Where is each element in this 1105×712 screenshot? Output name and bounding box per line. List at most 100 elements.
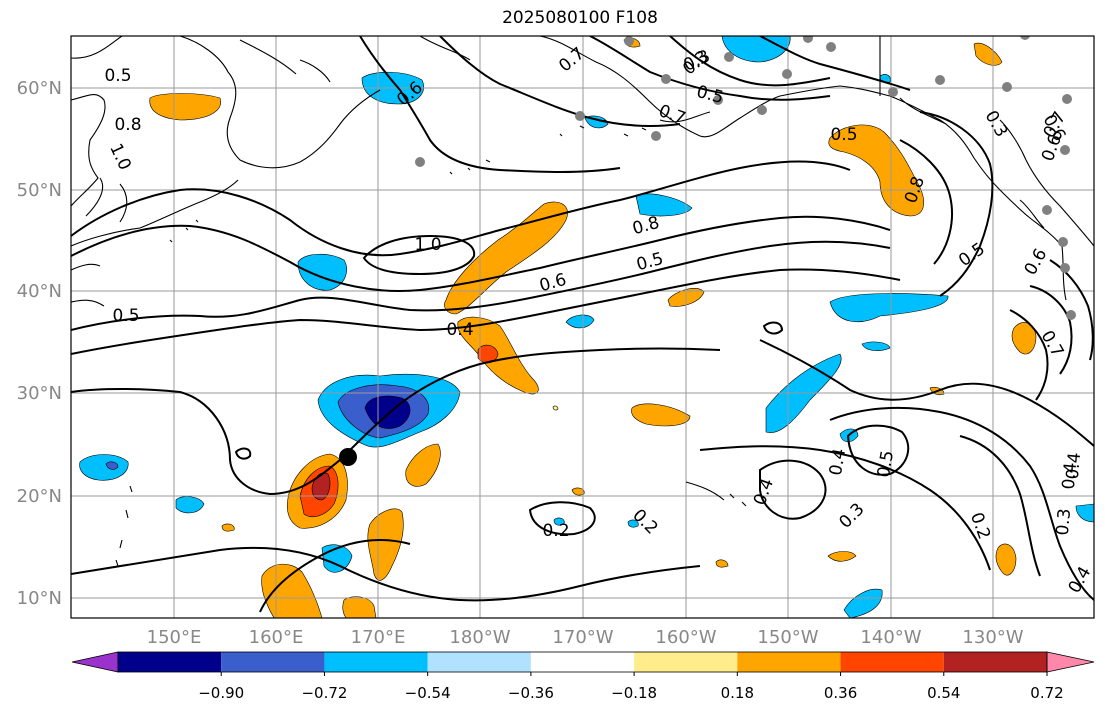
contour-label: 0.3 bbox=[835, 499, 868, 532]
pos-anomaly-16n bbox=[827, 551, 857, 562]
contour-label: 0.8 bbox=[630, 213, 661, 239]
contour-label: 0.5 bbox=[955, 239, 989, 271]
pos-anomaly-small-e bbox=[552, 405, 559, 411]
pos-anomaly-band-45n bbox=[444, 201, 568, 315]
contour-label: 0.5 bbox=[874, 449, 898, 479]
colorbar-segment bbox=[840, 652, 944, 672]
storm-center-marker bbox=[339, 448, 357, 466]
neg-anomaly-small-1 bbox=[627, 519, 639, 528]
latitude-label: 10°N bbox=[17, 588, 62, 609]
pos-anomaly-small-f bbox=[715, 559, 729, 568]
pos-anomaly-southwest-b bbox=[342, 596, 377, 618]
longitude-label: 130°W bbox=[962, 627, 1023, 648]
latitude-labels: 60°N 50°N 40°N 30°N 20°N 10°N bbox=[17, 78, 62, 609]
asia-coast bbox=[71, 36, 471, 307]
colorbar-segment bbox=[943, 652, 1047, 672]
contour-label: 0.2 bbox=[966, 510, 994, 542]
contour-label: 0.7 bbox=[555, 44, 589, 77]
colorbar-tick-label: 0.54 bbox=[927, 684, 960, 702]
contour-label: 0.7 bbox=[1037, 327, 1068, 360]
colorbar-extend-high bbox=[1046, 651, 1095, 673]
map-title: 2025080100 F108 bbox=[502, 8, 658, 28]
map-frame bbox=[70, 35, 1095, 619]
colorbar-segment bbox=[324, 652, 428, 672]
contour-label: 0.4 bbox=[1059, 462, 1081, 491]
longitude-label: 140°W bbox=[860, 627, 921, 648]
contour-label: 0.5 bbox=[694, 82, 725, 108]
contour-label: 0.4 bbox=[1063, 452, 1085, 481]
longitude-label: 150°W bbox=[757, 627, 818, 648]
longitude-label: 160°W bbox=[655, 627, 716, 648]
colorbar-tick-label: −0.36 bbox=[508, 684, 554, 702]
pos-anomaly-small-a bbox=[571, 487, 585, 496]
colorbar-tick-label: −0.90 bbox=[198, 684, 244, 702]
longitude-label: 180°W bbox=[449, 627, 510, 648]
contour-label: 0.3 bbox=[981, 107, 1012, 140]
latitude-label: 60°N bbox=[17, 78, 62, 99]
contour-label: 0.4 bbox=[446, 320, 473, 340]
latitude-label: 40°N bbox=[17, 281, 62, 302]
neg-anomaly-west-22n-core bbox=[105, 461, 119, 470]
neg-anomaly-36n bbox=[565, 314, 595, 329]
contour-label: 0.4 bbox=[826, 447, 850, 477]
colorbar-tick-label: −0.54 bbox=[405, 684, 451, 702]
contour-label: 0.6 bbox=[1021, 245, 1052, 278]
alaska-coast bbox=[539, 36, 1094, 301]
pos-anomaly-west-60n bbox=[149, 93, 221, 121]
neg-anomaly-east-38n bbox=[829, 293, 949, 323]
contour-label: 0.5 bbox=[830, 125, 857, 145]
pos-anomaly-20n-b bbox=[405, 443, 441, 487]
longitude-labels: 150°E 160°E 170°E 180°W 170°W 160°W 150°W 140°W… bbox=[147, 627, 1024, 648]
contour-lines bbox=[71, 36, 1094, 613]
contour-label: 0.8 bbox=[114, 115, 141, 135]
pos-anomaly-alaska-gulf bbox=[828, 124, 924, 217]
colorbar-segment bbox=[118, 652, 222, 672]
contour-label: 0.6 bbox=[537, 270, 568, 296]
colorbar-tick-label: 0.36 bbox=[824, 684, 857, 702]
pos-anomaly-southwest bbox=[261, 563, 323, 618]
pos-anomaly-34n bbox=[457, 316, 539, 395]
contour-label: 1.0 bbox=[105, 141, 135, 174]
contour-label: 0.3 bbox=[1053, 508, 1075, 537]
longitude-label: 150°E bbox=[147, 627, 202, 648]
coastlines bbox=[71, 36, 1094, 567]
colorbar bbox=[71, 651, 1095, 673]
neg-anomaly-50n bbox=[635, 193, 693, 217]
contour-label: 0.3 bbox=[679, 47, 713, 80]
colorbar-segment bbox=[634, 652, 738, 672]
neg-anomaly-southeast bbox=[843, 588, 883, 618]
colorbar-tick-label: 0.18 bbox=[721, 684, 754, 702]
pos-anomaly-tc-south-core bbox=[311, 472, 331, 501]
graticule bbox=[71, 36, 1094, 618]
pos-anomaly-15n bbox=[367, 508, 404, 581]
neg-anomaly-far-east bbox=[1075, 503, 1094, 523]
colorbar-segment bbox=[737, 652, 841, 672]
pos-anomaly-small-c bbox=[221, 523, 235, 532]
longitude-label: 160°E bbox=[249, 627, 304, 648]
colorbar-segment bbox=[427, 652, 531, 672]
neg-anomaly-west-22n bbox=[79, 454, 129, 481]
colorbar-segment bbox=[221, 652, 325, 672]
neg-anomaly-east-32n bbox=[861, 341, 891, 351]
longitude-label: 170°W bbox=[552, 627, 613, 648]
longitude-label: 170°E bbox=[351, 627, 406, 648]
contour-label: 0.5 bbox=[112, 306, 139, 326]
contour-label: 1.0 bbox=[414, 235, 441, 255]
colorbar-extend-low bbox=[71, 651, 119, 673]
pos-anomaly-13n bbox=[995, 543, 1017, 576]
neg-anomaly-west-40n bbox=[297, 253, 347, 291]
contour-label: 0.5 bbox=[104, 66, 131, 86]
contour-label: 0.4 bbox=[1065, 563, 1096, 596]
pos-anomaly-28n bbox=[631, 403, 691, 427]
latitude-label: 20°N bbox=[17, 486, 62, 507]
contour-label: 0.5 bbox=[634, 249, 665, 275]
pos-anomaly-34n-core bbox=[477, 344, 499, 364]
colorbar-tick-label: −0.18 bbox=[611, 684, 657, 702]
contour-label: 0.2 bbox=[628, 505, 661, 538]
contour-label: 0.2 bbox=[542, 521, 569, 541]
colorbar-tick-label: −0.72 bbox=[301, 684, 347, 702]
station-markers bbox=[415, 36, 1076, 320]
colorbar-tick-label: 0.72 bbox=[1030, 684, 1063, 702]
pos-anomaly-canada-north bbox=[973, 42, 1003, 66]
